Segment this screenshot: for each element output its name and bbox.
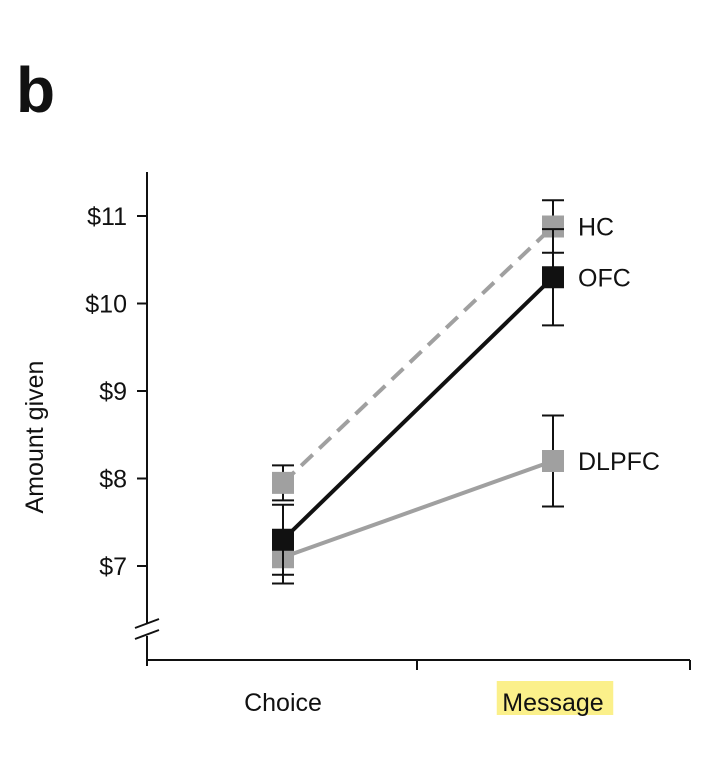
series-label: HC [578,214,614,242]
y-tick-label: $11 [87,203,127,231]
data-point [542,266,564,289]
data-point [542,215,564,238]
data-point [272,528,294,551]
category-highlight [496,681,614,715]
y-axis-break-mark [134,618,160,640]
panel-label: b [16,54,56,126]
series-label: DLPFC [578,448,660,476]
series-line-hc [281,225,555,485]
series-line-dlpfc [282,459,554,560]
series-ofc: OFC [272,228,631,576]
y-ticks: $7 $8 $9 $10 $11 [85,203,147,581]
series-dlpfc: DLPFC [272,414,660,585]
plot-area: DLPFC HC OFC [272,199,660,585]
x-category-label: Choice [244,689,322,717]
axes: $7 $8 $9 $10 $11 Choice Message [85,172,691,717]
axis-break-stroke [134,629,160,640]
data-point [272,471,294,494]
y-tick-label: $8 [99,466,127,494]
y-tick-label: $10 [85,291,127,319]
axis-break-stroke [134,618,160,629]
y-axis-title: Amount given [21,361,49,514]
x-category-label: Message [502,689,603,717]
series-label: OFC [578,264,631,292]
data-point [542,450,564,472]
x-ticks: Choice Message [244,660,691,717]
series-line-ofc [281,275,555,542]
y-tick-label: $7 [99,553,127,581]
y-tick-label: $9 [99,378,127,406]
